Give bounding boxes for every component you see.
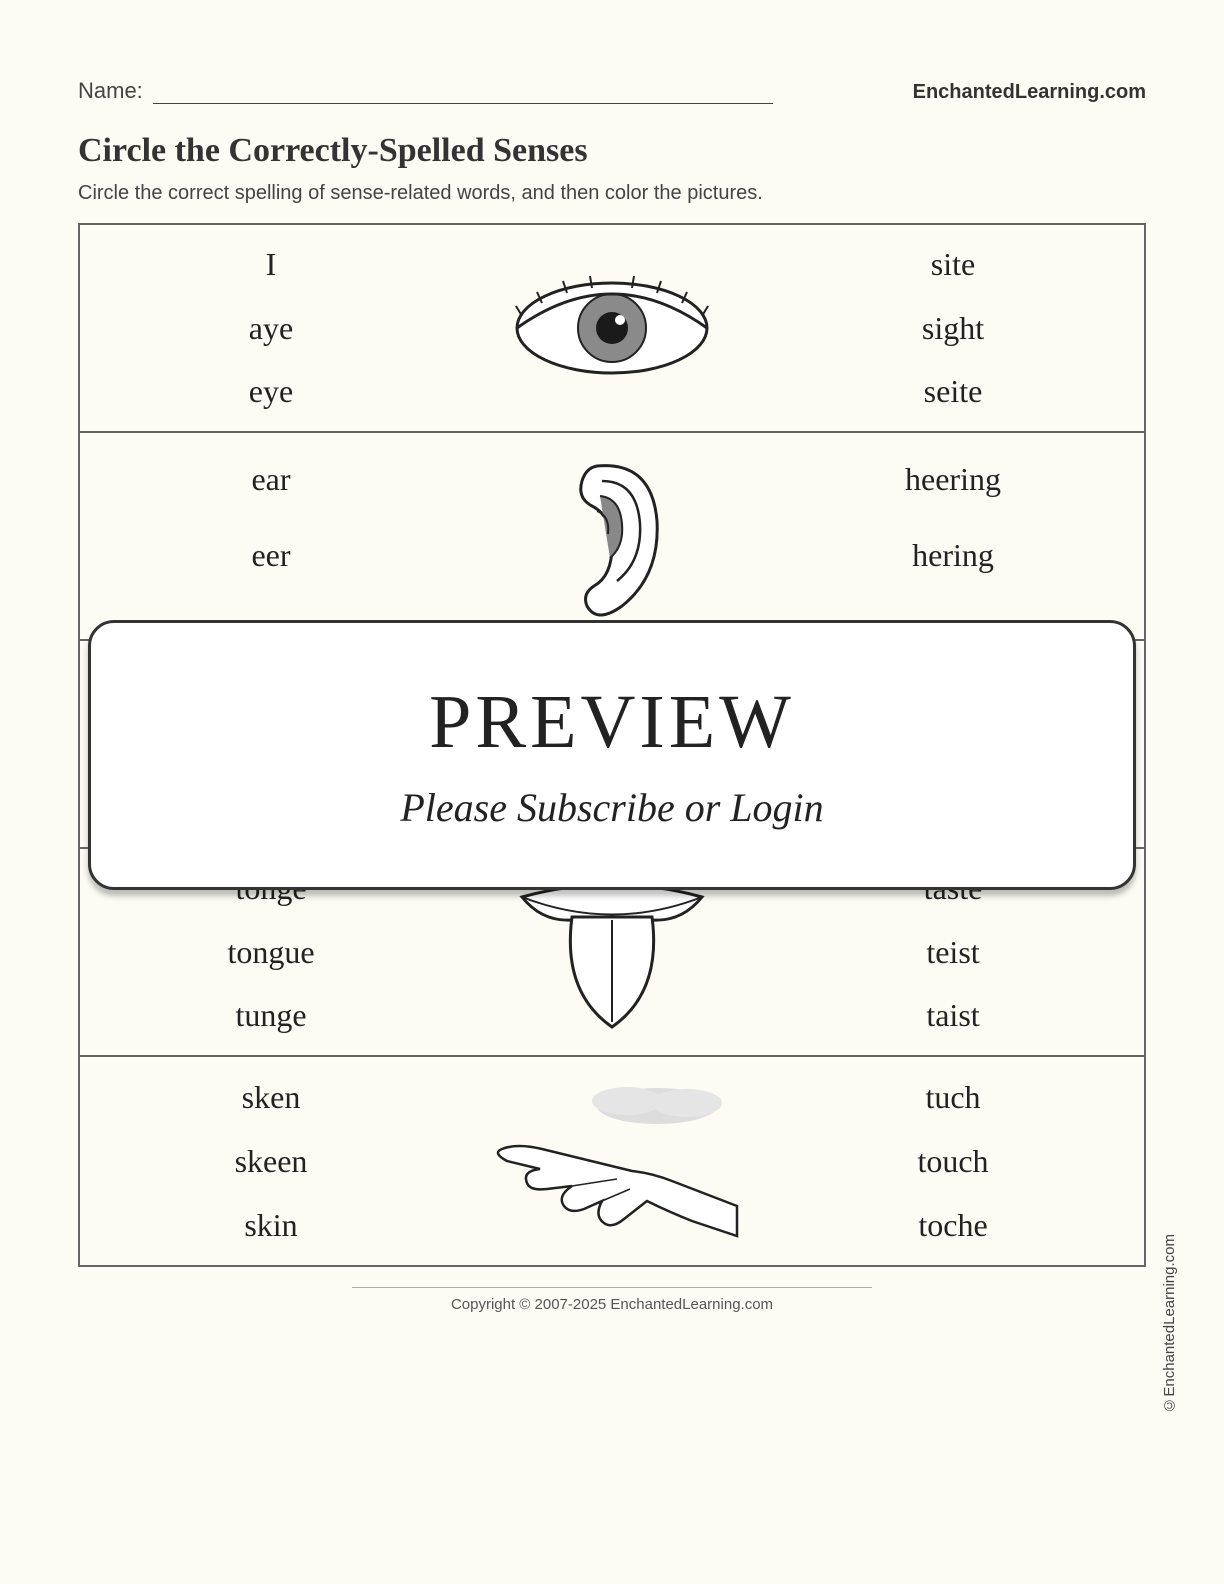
word: eer (251, 536, 290, 574)
right-words: tuch touch toche (762, 1057, 1144, 1265)
left-words: sken skeen skin (80, 1057, 462, 1265)
word: tuch (925, 1078, 980, 1116)
word: toche (918, 1206, 987, 1244)
table-row: sken skeen skin tuch touch toche (80, 1057, 1144, 1265)
table-row: ear eer heering hering (80, 433, 1144, 641)
left-words: ear eer (80, 433, 462, 639)
word: taist (926, 996, 979, 1034)
hand-icon (462, 1057, 762, 1265)
name-line (153, 103, 773, 104)
preview-overlay: PREVIEW Please Subscribe or Login (88, 620, 1136, 890)
header-row: Name: EnchantedLearning.com (78, 78, 1146, 104)
name-field: Name: (78, 78, 773, 104)
right-words: site sight seite (762, 225, 1144, 431)
overlay-subtitle: Please Subscribe or Login (400, 784, 823, 831)
overlay-title: PREVIEW (429, 679, 795, 766)
word: sight (922, 309, 984, 347)
word: skin (244, 1206, 297, 1244)
word: skeen (235, 1142, 308, 1180)
left-words: I aye eye (80, 225, 462, 431)
page-title: Circle the Correctly-Spelled Senses (78, 132, 1146, 170)
word: tunge (235, 996, 306, 1034)
table-row: I aye eye site sight seite (80, 225, 1144, 433)
word: sken (242, 1078, 301, 1116)
brand-text: EnchantedLearning.com (913, 81, 1146, 104)
right-words: heering hering (762, 433, 1144, 639)
side-brand: ©EnchantedLearning.com (1161, 1234, 1178, 1414)
word: tongue (227, 933, 314, 971)
word: heering (905, 460, 1001, 498)
ear-icon (462, 433, 762, 639)
word: site (931, 245, 975, 283)
eye-icon (462, 225, 762, 431)
word: touch (917, 1142, 988, 1180)
word: teist (926, 933, 979, 971)
name-label: Name: (78, 78, 143, 104)
word: I (266, 245, 277, 283)
footer-copyright: Copyright © 2007-2025 EnchantedLearning.… (352, 1287, 872, 1313)
instructions-text: Circle the correct spelling of sense-rel… (78, 182, 1146, 205)
word: eye (249, 372, 293, 410)
word: seite (924, 372, 983, 410)
word: aye (249, 309, 293, 347)
word: hering (912, 536, 994, 574)
word: ear (251, 460, 290, 498)
